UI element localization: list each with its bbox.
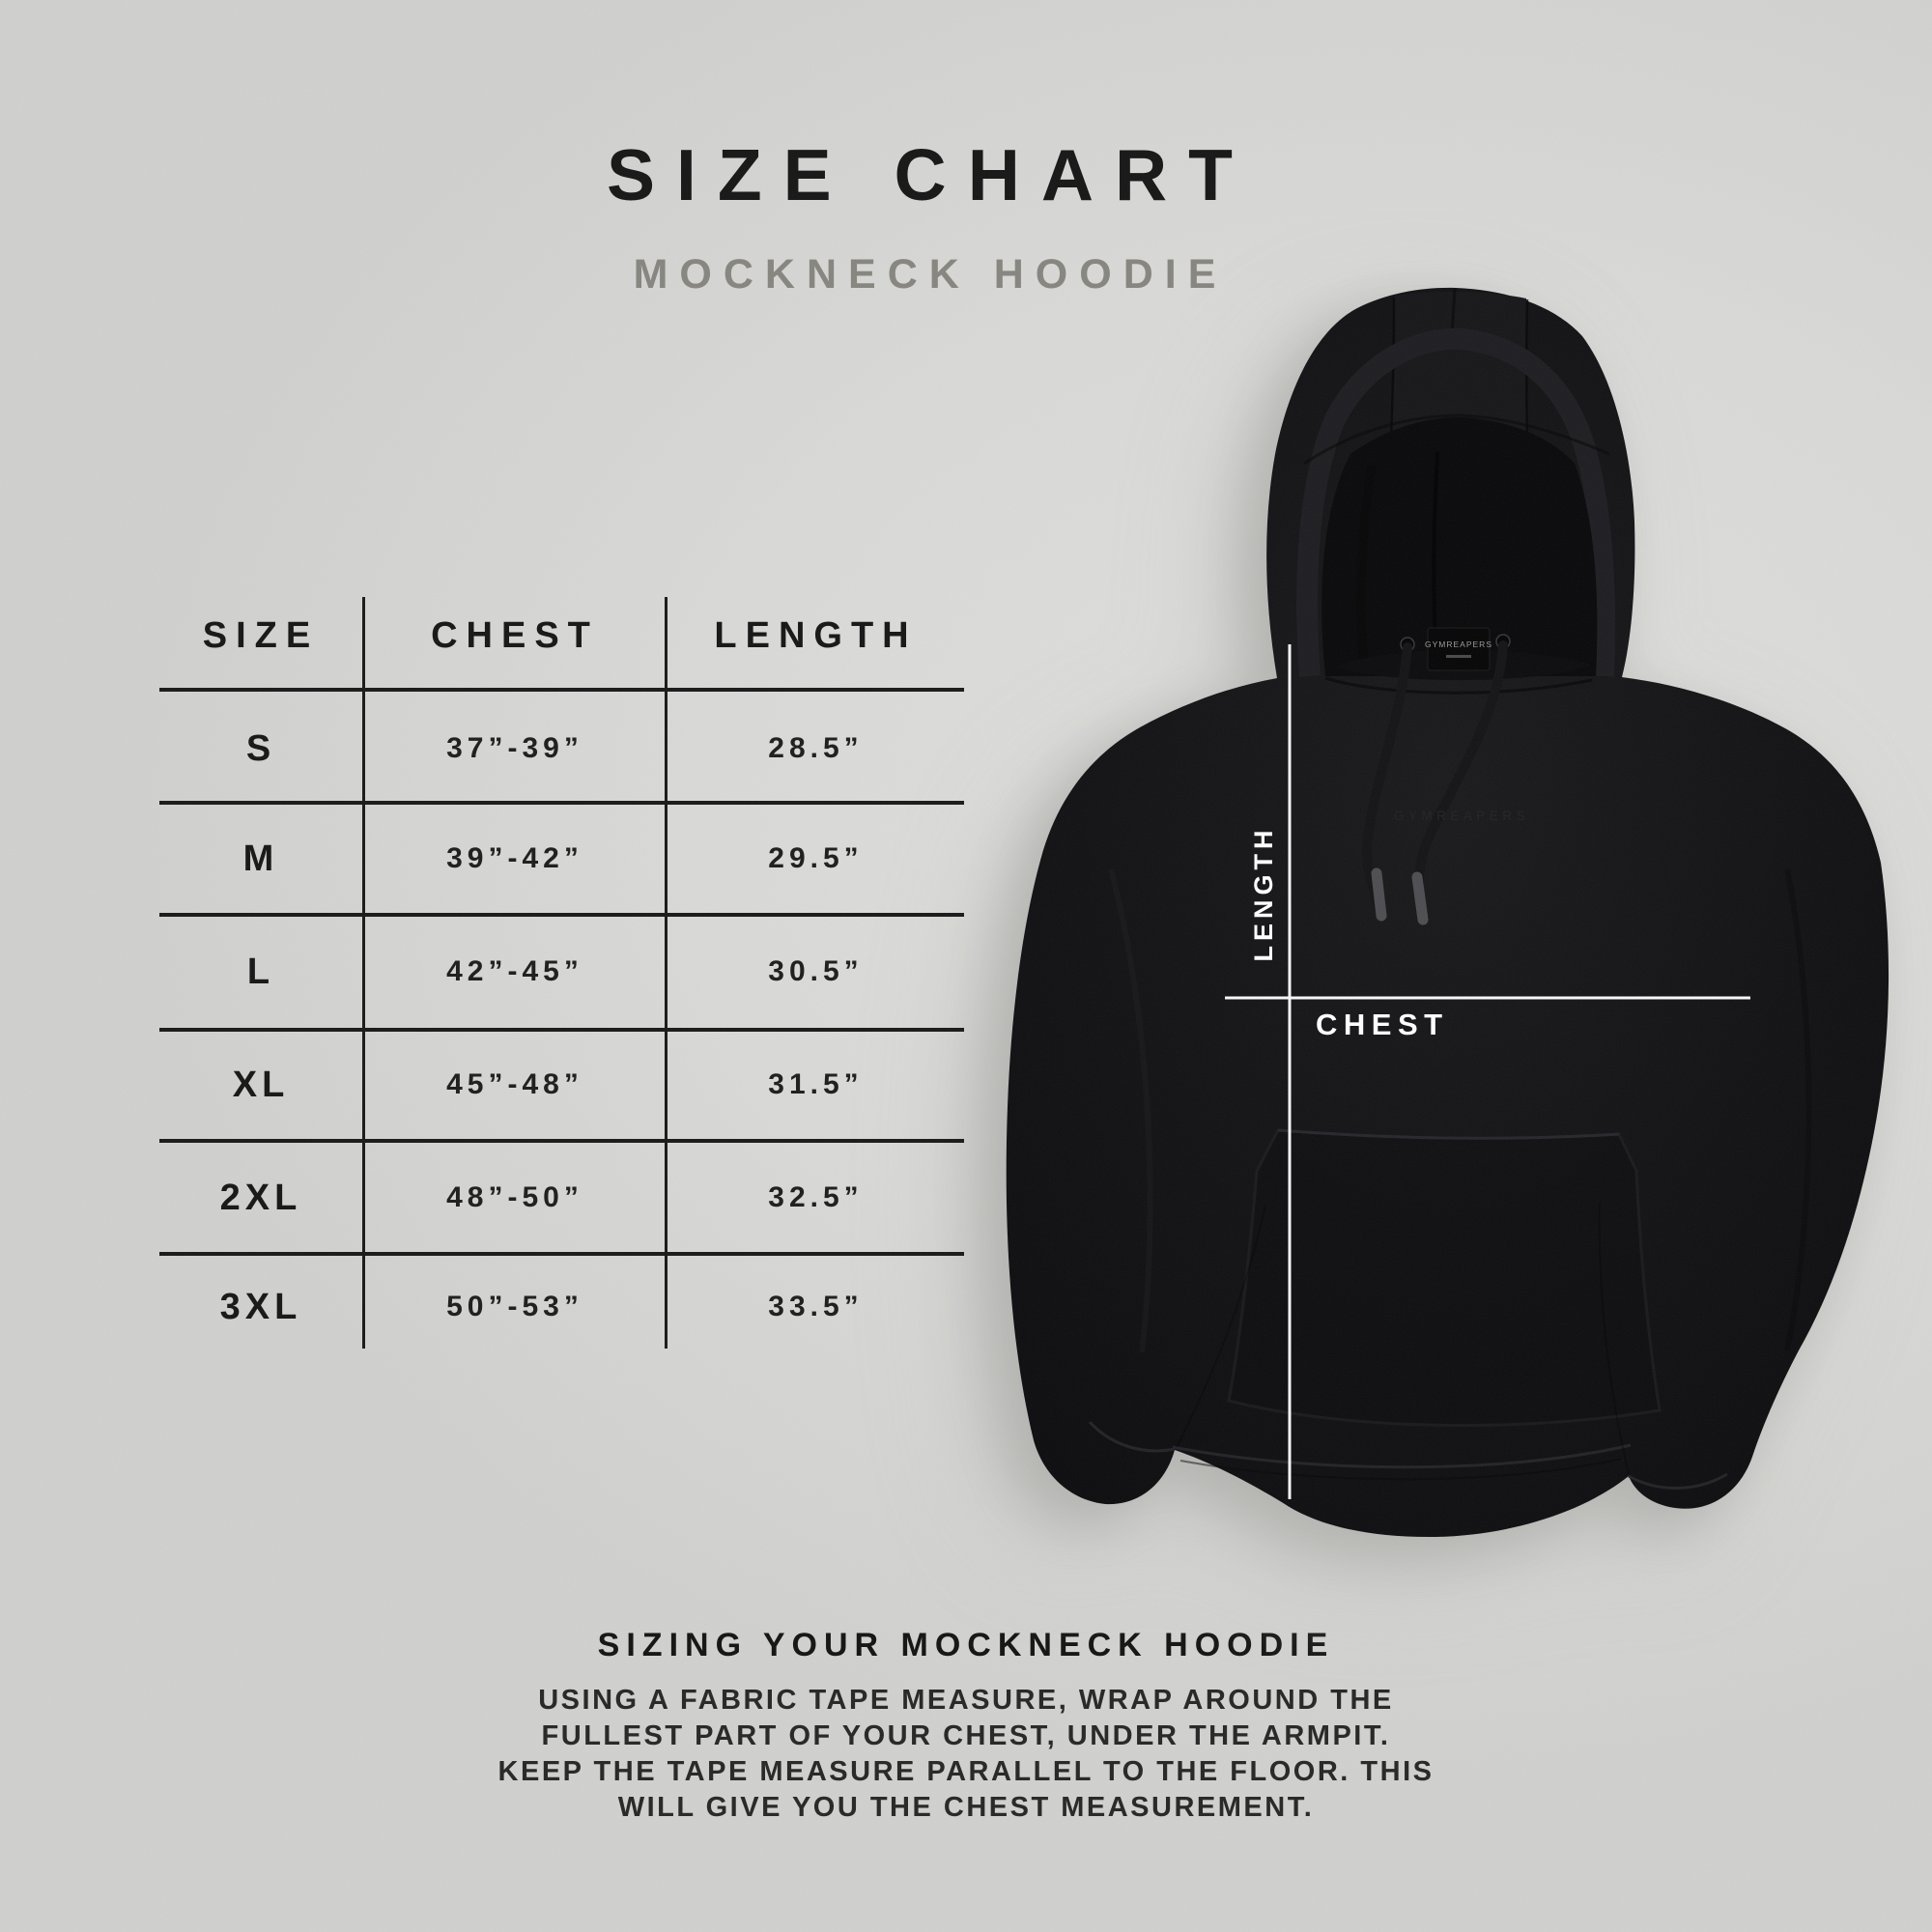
- length-value: 33.5”: [768, 1291, 864, 1322]
- table-row-divider: [159, 1028, 964, 1032]
- size-table: SIZE CHEST LENGTH S 37”-39” 28.5” M 39”-…: [159, 597, 964, 1355]
- table-row-divider: [159, 1252, 964, 1256]
- table-row: L 42”-45” 30.5”: [159, 943, 964, 1001]
- chest-logo: GYMREAPERS: [1394, 809, 1529, 823]
- length-value: 28.5”: [768, 732, 864, 764]
- drawstring-aglet-left: [1371, 867, 1387, 922]
- length-value: 30.5”: [768, 955, 864, 987]
- table-row: 2XL 48”-50” 32.5”: [159, 1169, 964, 1227]
- table-header-row: SIZE CHEST LENGTH: [159, 607, 964, 665]
- size-value: M: [242, 838, 279, 879]
- table-row-divider: [159, 913, 964, 917]
- size-value: XL: [232, 1065, 290, 1105]
- length-value: 32.5”: [768, 1181, 864, 1213]
- table-row-divider: [159, 688, 964, 692]
- chest-value: 48”-50”: [446, 1181, 583, 1213]
- table-row: XL 45”-48” 31.5”: [159, 1056, 964, 1114]
- column-header-chest: CHEST: [431, 615, 599, 656]
- chest-value: 42”-45”: [446, 955, 583, 987]
- neck-tag-subline: [1446, 655, 1471, 658]
- table-row-divider: [159, 1139, 964, 1143]
- table-row: S 37”-39” 28.5”: [159, 720, 964, 778]
- size-value: 3XL: [219, 1287, 302, 1327]
- size-value: 2XL: [219, 1178, 302, 1218]
- column-header-size: SIZE: [202, 615, 320, 656]
- table-row: 3XL 50”-53” 33.5”: [159, 1278, 964, 1336]
- chest-value: 50”-53”: [446, 1291, 583, 1322]
- column-header-length: LENGTH: [714, 615, 918, 656]
- kangaroo-pocket: [1227, 1128, 1662, 1428]
- length-value: 31.5”: [768, 1068, 864, 1100]
- table-row: M 39”-42” 29.5”: [159, 830, 964, 888]
- size-value: S: [245, 728, 276, 769]
- size-value: L: [246, 952, 275, 992]
- chest-value: 45”-48”: [446, 1068, 583, 1100]
- chest-value: 39”-42”: [446, 842, 583, 874]
- chest-value: 37”-39”: [446, 732, 583, 764]
- neck-tag: GYMREAPERS: [1425, 627, 1492, 671]
- length-label: LENGTH: [1249, 826, 1278, 962]
- drawstring-aglet-right: [1411, 871, 1429, 925]
- table-row-divider: [159, 801, 964, 805]
- length-value: 29.5”: [768, 842, 864, 874]
- chest-label: CHEST: [1316, 1008, 1449, 1041]
- neck-tag-label: GYMREAPERS: [1425, 639, 1492, 649]
